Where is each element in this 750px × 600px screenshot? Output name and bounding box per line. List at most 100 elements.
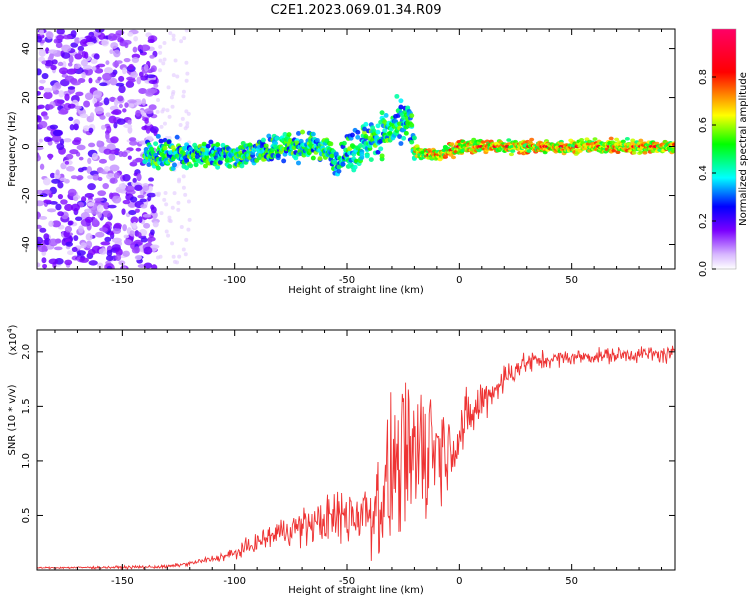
noise-blob [97,76,102,81]
signal-blob [642,151,648,155]
colorbar: 0.0 0.2 0.4 0.6 0.8 Normalized spectral ampl… [698,28,749,277]
signal-blob [153,141,159,147]
noise-blob [121,266,127,269]
sparse-noise-blob [171,33,176,38]
x-tick-label: -100 [223,576,246,587]
noise-blob [113,98,119,107]
signal-blob [615,150,621,154]
sparse-noise-blob [184,29,189,33]
signal-blob [382,128,388,133]
signal-blob [158,138,164,144]
sparse-noise-blob [155,109,160,114]
noise-blob [118,85,126,94]
sparse-noise-blob [177,254,182,259]
signal-blob [450,155,456,160]
noise-blob [140,44,151,52]
noise-blob [104,236,112,242]
noise-blob [57,193,64,200]
noise-blob [37,262,41,268]
noise-blob [147,88,158,94]
noise-blob [90,58,98,64]
noise-blob [107,33,117,42]
noise-blob [72,139,81,146]
sparse-noise-blob [156,255,161,260]
noise-blob [142,213,152,218]
colorbar-tick-label: 0.0 [698,261,709,277]
spectrogram-axes: -150 -100 -50 0 50 -40 -20 0 20 40 [21,29,675,286]
y-tick-label: 20 [21,91,32,104]
noise-blob [150,229,155,236]
signal-blob [193,162,199,168]
noise-blob [58,90,65,98]
noise-blob [87,202,95,207]
noise-blob [122,250,130,257]
noise-blob [38,138,43,143]
noise-blob [75,91,84,97]
signal-blob [375,123,381,129]
signal-blob [506,138,512,142]
sparse-noise-blob [185,71,190,76]
signal-blob [379,153,385,159]
noise-blob [43,87,53,93]
noise-blob [80,242,87,249]
signal-blob [397,134,403,139]
noise-blob [56,143,65,151]
noise-blob [69,149,79,155]
signal-blob [379,110,385,116]
signal-blob [300,129,306,135]
signal-blob [349,132,355,138]
signal-blob [227,163,233,169]
noise-blob [79,39,90,47]
noise-blob [125,80,135,88]
noise-blob [60,199,68,205]
signal-blob [672,147,675,152]
noise-blob [76,144,86,151]
signal-blob [526,149,532,153]
spectrogram-ylabel: Frequency (Hz) [7,111,18,187]
signal-blob [275,153,281,159]
sparse-noise-blob [158,58,163,63]
noise-blob [128,63,134,70]
y-tick-label: 1.0 [21,453,32,469]
sparse-noise-blob [171,37,176,42]
noise-blob [55,42,63,49]
sparse-noise-blob [186,111,191,116]
sparse-noise-blob [179,39,184,44]
signal-blob [155,165,161,171]
noise-blob [38,120,48,129]
signal-blob [357,143,363,148]
noise-blob [139,198,147,203]
noise-blob [68,220,74,226]
noise-blob [106,125,112,134]
noise-blob [137,264,146,268]
noise-blob [64,75,75,82]
noise-blob [52,134,62,143]
noise-blob [118,75,125,82]
noise-blob [147,39,155,44]
noise-blob [104,166,110,172]
noise-blob [92,90,103,98]
signal-blob [202,163,208,169]
noise-blob [113,49,121,58]
signal-blob [293,155,299,161]
noise-blob [109,77,118,86]
sparse-noise-blob [167,215,172,220]
x-tick-label: -100 [223,275,246,286]
x-tick-label: 0 [456,576,462,587]
noise-blob [138,216,143,223]
noise-blob [105,112,111,117]
noise-blob [91,66,97,71]
noise-blob [136,173,142,182]
signal-blob [363,134,369,139]
noise-blob [67,103,76,109]
signal-blob [171,162,177,168]
sparse-noise-blob [170,241,175,246]
noise-blob [99,115,106,120]
noise-blob [37,36,43,43]
noise-blob [100,241,111,246]
sparse-noise-blob [154,192,159,197]
signal-blob [205,143,211,149]
noise-blob [117,95,124,102]
signal-blob [298,138,304,144]
noise-blob [73,123,79,131]
